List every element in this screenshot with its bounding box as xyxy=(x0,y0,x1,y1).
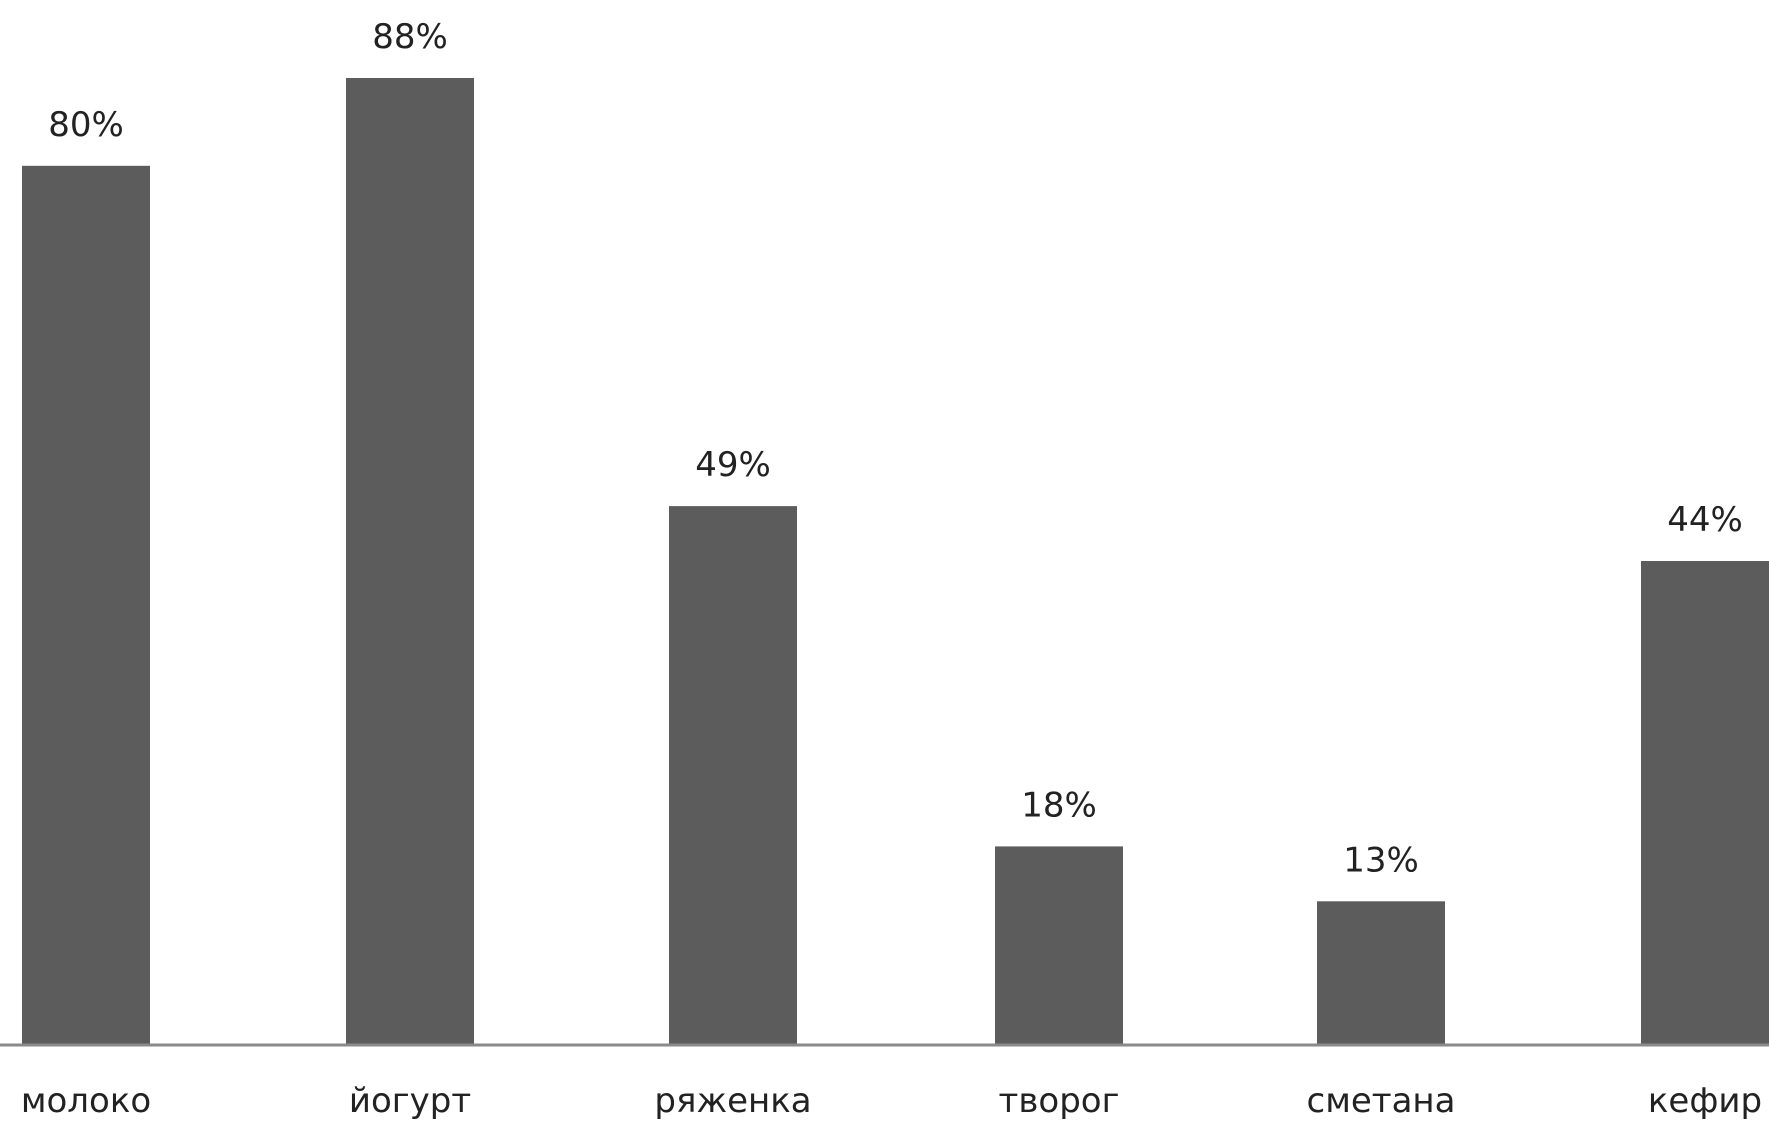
category-label-2: ряженка xyxy=(654,1081,811,1121)
bar-2 xyxy=(669,506,797,1044)
value-label-4: 13% xyxy=(1343,840,1419,880)
category-label-1: йогурт xyxy=(349,1081,471,1121)
bar-1 xyxy=(346,78,474,1044)
category-labels-layer: молоко йогурт ряженка творог сметана кефир xyxy=(21,1081,1762,1121)
value-label-5: 44% xyxy=(1667,500,1743,540)
value-label-1: 88% xyxy=(372,17,448,57)
bars-layer xyxy=(22,78,1769,1044)
value-label-3: 18% xyxy=(1021,785,1097,825)
bar-0 xyxy=(22,165,150,1044)
category-label-3: творог xyxy=(999,1081,1120,1121)
bar-4 xyxy=(1317,901,1445,1044)
value-label-2: 49% xyxy=(695,445,771,485)
bar-3 xyxy=(995,846,1123,1044)
bar-5 xyxy=(1641,561,1769,1044)
category-label-4: сметана xyxy=(1307,1081,1456,1121)
category-label-5: кефир xyxy=(1648,1081,1762,1121)
value-label-0: 80% xyxy=(48,105,124,145)
category-label-0: молоко xyxy=(21,1081,151,1121)
value-labels-layer: 80% 88% 49% 18% 13% 44% xyxy=(48,17,1743,880)
